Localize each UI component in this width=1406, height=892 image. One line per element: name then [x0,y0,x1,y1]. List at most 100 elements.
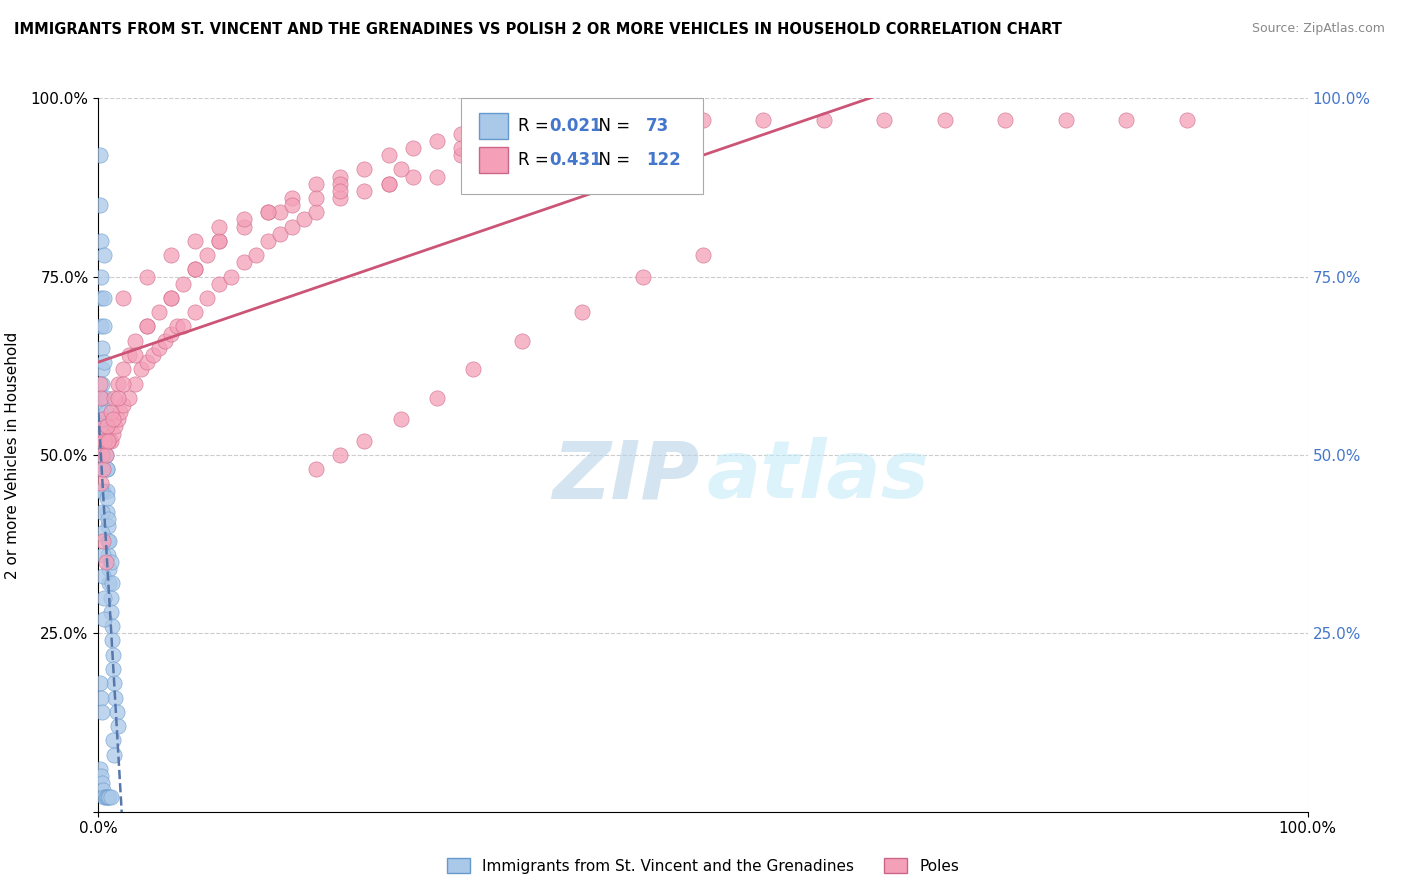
Point [208,219,231,234]
Point [90,769,112,783]
Point [90,483,112,498]
Point [101,733,124,747]
Point [93,790,115,805]
Point [98,533,121,548]
Text: R =: R = [517,117,554,135]
Point [474,162,496,177]
Point [135,319,157,334]
Point [91,483,114,498]
Point [96,505,118,519]
FancyBboxPatch shape [479,147,509,173]
Point [389,162,412,177]
Point [97,434,120,448]
Point [94,434,117,448]
Point [100,591,122,605]
Point [89,198,111,212]
Point [124,348,146,362]
Point [195,291,218,305]
Point [91,376,114,391]
Point [97,512,120,526]
Point [91,548,114,562]
Point [97,790,120,805]
Point [184,234,207,248]
Point [377,177,399,191]
Point [101,662,124,676]
Point [305,177,328,191]
Point [101,426,124,441]
Text: ZIP: ZIP [553,437,699,516]
Point [101,412,124,426]
Point [93,248,115,262]
Point [305,462,328,476]
Point [90,234,112,248]
Point [148,341,170,355]
Point [100,790,122,805]
Point [208,277,231,291]
Point [93,434,115,448]
Point [98,562,121,576]
Point [89,405,111,419]
Point [93,319,115,334]
Point [96,462,118,476]
Point [160,248,183,262]
Point [463,362,485,376]
Point [100,619,122,633]
Text: N =: N = [588,152,636,169]
Point [108,405,131,419]
Point [93,434,115,448]
Point [96,419,118,434]
Point [752,112,775,127]
Point [160,291,183,305]
Point [98,790,121,805]
Point [135,269,157,284]
Point [91,434,114,448]
Point [510,334,533,348]
Point [94,419,117,434]
Point [353,184,375,198]
Point [91,569,114,583]
Point [402,169,425,184]
Point [91,533,114,548]
Point [90,391,112,405]
Point [100,576,122,591]
Point [97,533,120,548]
Point [91,412,114,426]
Y-axis label: 2 or more Vehicles in Household: 2 or more Vehicles in Household [4,331,20,579]
Point [148,305,170,319]
Point [221,269,243,284]
Text: R =: R = [517,152,554,169]
Point [104,419,127,434]
Point [94,405,117,419]
Point [329,184,352,198]
Point [426,169,449,184]
Point [107,719,129,733]
Point [135,355,157,369]
Point [91,362,114,376]
Point [103,747,125,762]
Point [97,519,120,533]
Point [934,112,956,127]
Point [329,177,352,191]
Point [94,434,117,448]
Point [96,483,118,498]
Point [90,291,112,305]
Point [389,412,412,426]
Point [510,134,533,148]
Point [305,205,328,219]
Point [256,234,278,248]
Point [91,391,114,405]
Point [1115,112,1137,127]
Point [692,112,714,127]
Point [631,120,654,134]
Text: 0.431: 0.431 [550,152,602,169]
Point [107,376,129,391]
Point [450,127,472,141]
Point [184,262,207,277]
Point [96,434,118,448]
Point [90,476,112,491]
Text: IMMIGRANTS FROM ST. VINCENT AND THE GRENADINES VS POLISH 2 OR MORE VEHICLES IN H: IMMIGRANTS FROM ST. VINCENT AND THE GREN… [14,22,1062,37]
FancyBboxPatch shape [461,98,703,194]
Point [292,212,315,227]
Point [100,555,122,569]
Point [91,776,114,790]
